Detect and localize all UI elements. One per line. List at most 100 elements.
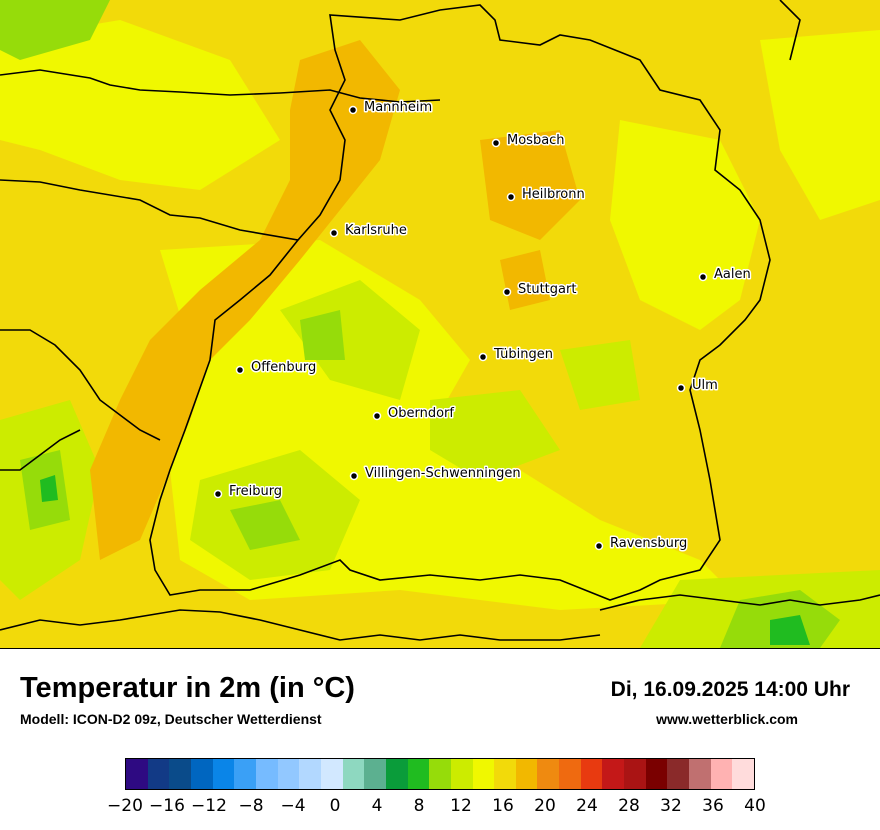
model-source: Modell: ICON-D2 09z, Deutscher Wetterdie… xyxy=(20,711,322,727)
city-label: Aalen xyxy=(714,267,751,282)
color-swatch xyxy=(667,759,690,789)
scale-tick-label: 4 xyxy=(371,796,383,816)
city-dot xyxy=(698,272,708,282)
scale-tick-label: 16 xyxy=(492,796,514,816)
city-dot xyxy=(235,365,245,375)
scale-tick-label: 24 xyxy=(576,796,598,816)
temperature-zone-10-alps xyxy=(770,615,810,645)
scale-tick-label: 32 xyxy=(660,796,682,816)
city-dot xyxy=(676,383,686,393)
city-offenburg[interactable]: Offenburg xyxy=(235,359,318,377)
color-swatch xyxy=(147,759,170,789)
city-aalen[interactable]: Aalen xyxy=(698,266,752,284)
city-dot xyxy=(594,541,604,551)
scale-tick-label: 8 xyxy=(413,796,425,816)
city-heilbronn[interactable]: Heilbronn xyxy=(506,186,586,204)
color-swatch xyxy=(299,759,321,789)
temperature-zone-10-vosges xyxy=(40,475,58,502)
color-swatch xyxy=(580,759,603,789)
city-label: Tübingen xyxy=(493,347,553,362)
color-swatch xyxy=(320,759,343,789)
city-label: Villingen-Schwenningen xyxy=(365,466,521,481)
city-oberndorf[interactable]: Oberndorf xyxy=(372,405,456,423)
scale-tick-label: −4 xyxy=(280,796,306,816)
temperature-zone-20-neckar xyxy=(480,130,580,240)
color-swatch xyxy=(429,759,451,789)
city-label: Mannheim xyxy=(364,100,432,115)
color-swatch xyxy=(407,759,430,789)
color-swatch xyxy=(732,759,755,789)
temperature-zone-14-black-forest xyxy=(280,280,420,400)
city-dot xyxy=(502,287,512,297)
color-swatch xyxy=(515,759,538,789)
color-swatch xyxy=(689,759,711,789)
city-markers: Mannheim Mosbach Heilbronn Karlsruhe Aal… xyxy=(213,99,752,553)
color-scale-bar xyxy=(125,758,755,790)
city-dot xyxy=(506,192,516,202)
city-dot xyxy=(213,489,223,499)
temperature-zone-16-east xyxy=(610,120,760,330)
city-dot xyxy=(372,411,382,421)
city-dot xyxy=(348,105,358,115)
city-ulm[interactable]: Ulm xyxy=(676,377,719,395)
color-swatch xyxy=(169,759,191,789)
color-swatch xyxy=(494,759,516,789)
color-swatch xyxy=(126,759,148,789)
color-swatch xyxy=(645,759,668,789)
website-link[interactable]: www.wetterblick.com xyxy=(656,711,798,727)
temperature-zone-14-alb xyxy=(560,340,640,410)
city-karlsruhe[interactable]: Karlsruhe xyxy=(329,222,408,240)
state-borders xyxy=(0,0,880,641)
city-stuttgart[interactable]: Stuttgart xyxy=(502,281,578,299)
city-label: Heilbronn xyxy=(522,187,585,202)
scale-tick-label: −16 xyxy=(149,796,185,816)
city-villingen-schwenningen[interactable]: Villingen-Schwenningen xyxy=(349,465,522,483)
color-swatch xyxy=(450,759,473,789)
city-ravensburg[interactable]: Ravensburg xyxy=(594,535,689,553)
city-label: Oberndorf xyxy=(388,406,454,421)
city-label: Stuttgart xyxy=(518,282,576,297)
scale-tick-label: 40 xyxy=(744,796,766,816)
color-swatch xyxy=(255,759,278,789)
color-swatch xyxy=(364,759,386,789)
city-label: Mosbach xyxy=(507,133,565,148)
color-swatch xyxy=(472,759,495,789)
scale-tick-label: −20 xyxy=(107,796,143,816)
map-title: Temperatur in 2m (in °C) xyxy=(20,672,355,704)
scale-tick-label: 12 xyxy=(450,796,472,816)
city-mannheim[interactable]: Mannheim xyxy=(348,99,434,117)
scale-tick-label: −12 xyxy=(191,796,227,816)
color-swatch xyxy=(385,759,408,789)
temperature-zone-12-feldberg xyxy=(230,500,300,550)
scale-tick-label: −8 xyxy=(238,796,264,816)
city-mosbach[interactable]: Mosbach xyxy=(491,132,566,150)
city-dot xyxy=(491,138,501,148)
color-swatch xyxy=(277,759,300,789)
temperature-map: Mannheim Mosbach Heilbronn Karlsruhe Aal… xyxy=(0,0,880,649)
temperature-zone-20-stuttgart xyxy=(500,250,550,310)
temperature-zone-12-hornisgrinde xyxy=(300,310,345,360)
city-dot xyxy=(329,228,339,238)
color-swatch xyxy=(234,759,256,789)
color-swatch xyxy=(212,759,235,789)
city-label: Ulm xyxy=(692,378,718,393)
city-tuebingen[interactable]: Tübingen xyxy=(478,346,555,364)
forecast-datetime: Di, 16.09.2025 14:00 Uhr xyxy=(610,678,850,701)
color-scale-ticks: −20 −16 −12 −8 −4 0 4 8 12 16 20 24 28 32 36 40 xyxy=(107,796,766,820)
scale-tick-label: 20 xyxy=(534,796,556,816)
city-dot xyxy=(478,352,488,362)
city-label: Freiburg xyxy=(229,484,282,499)
city-label: Offenburg xyxy=(251,360,316,375)
temperature-zone-16-ne xyxy=(760,30,880,220)
color-swatch xyxy=(602,759,625,789)
color-swatch xyxy=(190,759,213,789)
color-swatch xyxy=(537,759,560,789)
scale-tick-label: 28 xyxy=(618,796,640,816)
temperature-zone-14-center xyxy=(430,390,560,480)
temperature-zone-16-north xyxy=(0,20,280,190)
color-swatch xyxy=(710,759,733,789)
color-swatch xyxy=(342,759,365,789)
city-freiburg[interactable]: Freiburg xyxy=(213,483,284,501)
city-label: Karlsruhe xyxy=(345,223,407,238)
city-label: Ravensburg xyxy=(610,536,687,551)
